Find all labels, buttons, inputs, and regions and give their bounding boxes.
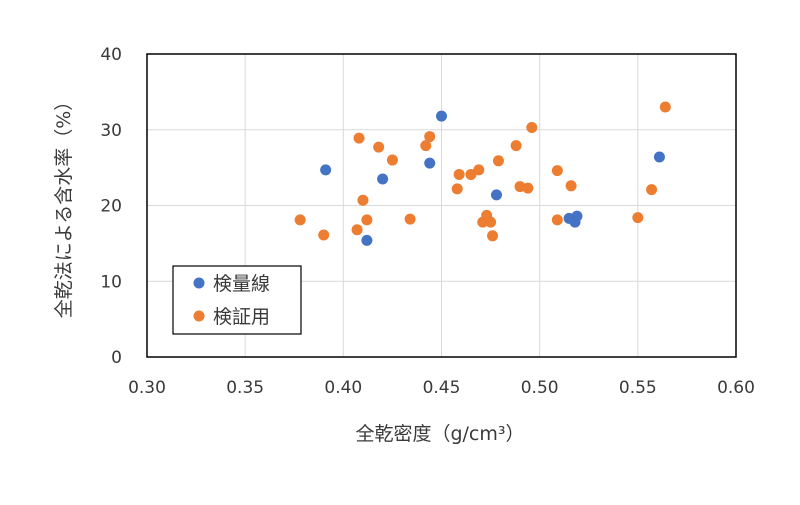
data-point-series-1 bbox=[377, 173, 389, 185]
data-point-series-2 bbox=[353, 132, 365, 144]
data-point-series-1 bbox=[436, 110, 447, 122]
data-point-series-2 bbox=[551, 214, 563, 226]
data-point-series-2 bbox=[294, 214, 306, 226]
data-point-series-2 bbox=[361, 214, 373, 226]
data-point-series-2 bbox=[357, 194, 369, 206]
y-axis-title: 全乾法による含水率（%） bbox=[53, 92, 75, 318]
y-tick-label: 0 bbox=[111, 348, 122, 368]
data-point-series-2 bbox=[451, 183, 463, 195]
data-point-series-2 bbox=[373, 141, 385, 153]
data-point-series-2 bbox=[420, 140, 432, 152]
x-axis-title: 全乾密度（g/cm³） bbox=[355, 423, 524, 445]
data-point-series-2 bbox=[424, 131, 436, 143]
data-point-series-1 bbox=[490, 189, 502, 201]
data-points bbox=[294, 101, 671, 246]
x-tick-label: 0.45 bbox=[423, 378, 461, 398]
data-point-series-2 bbox=[632, 212, 644, 224]
data-point-series-1 bbox=[320, 164, 332, 176]
data-point-series-1 bbox=[653, 151, 665, 163]
data-point-series-2 bbox=[386, 154, 398, 166]
legend-marker-series-2 bbox=[193, 310, 205, 322]
y-tick-label: 30 bbox=[100, 121, 122, 141]
legend-marker-series-1 bbox=[193, 277, 205, 289]
data-point-series-2 bbox=[318, 229, 330, 241]
data-point-series-2 bbox=[551, 165, 563, 177]
data-point-series-2 bbox=[646, 184, 658, 196]
data-point-series-1 bbox=[424, 157, 436, 169]
data-point-series-2 bbox=[404, 213, 416, 225]
x-tick-label: 0.55 bbox=[619, 378, 657, 398]
x-tick-label: 0.30 bbox=[128, 378, 166, 398]
plot-area-frame bbox=[146, 53, 737, 358]
data-point-series-2 bbox=[487, 230, 499, 242]
data-point-series-2 bbox=[659, 101, 671, 113]
x-tick-label: 0.50 bbox=[521, 378, 559, 398]
data-point-series-2 bbox=[522, 182, 534, 194]
data-point-series-2 bbox=[526, 121, 538, 133]
x-tick-label: 0.40 bbox=[324, 378, 362, 398]
legend-label-series-1: 検量線 bbox=[213, 273, 270, 295]
legend-label-series-2: 検証用 bbox=[213, 306, 270, 328]
data-point-series-2 bbox=[453, 168, 465, 180]
data-point-series-2 bbox=[485, 216, 497, 228]
data-point-series-1 bbox=[361, 234, 373, 246]
x-tick-label: 0.35 bbox=[226, 378, 264, 398]
data-point-series-2 bbox=[351, 224, 363, 236]
data-point-series-2 bbox=[565, 180, 577, 192]
tick-labels: 0.30 0.35 0.40 0.45 0.50 0.55 0.60 0 10 20 30 40 bbox=[100, 45, 755, 398]
data-point-series-1 bbox=[571, 210, 583, 222]
data-point-series-2 bbox=[473, 164, 485, 176]
legend: 検量線 検証用 bbox=[172, 265, 302, 335]
data-point-series-2 bbox=[492, 155, 504, 167]
legend-box bbox=[172, 265, 302, 335]
y-tick-label: 20 bbox=[100, 197, 122, 217]
y-tick-label: 40 bbox=[100, 45, 122, 65]
data-point-series-2 bbox=[510, 140, 522, 152]
y-tick-label: 10 bbox=[100, 272, 122, 292]
x-tick-label: 0.60 bbox=[717, 378, 755, 398]
